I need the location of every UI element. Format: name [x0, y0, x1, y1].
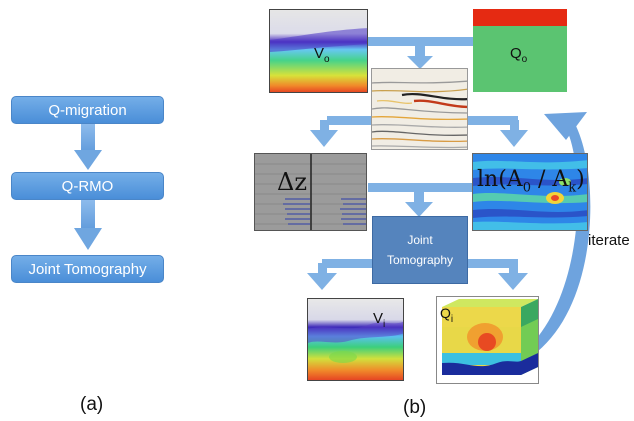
- q0-model-image: [473, 9, 567, 92]
- v0-label-sub: o: [324, 54, 330, 65]
- vi-label: Vi: [373, 310, 385, 330]
- qi-label: Qi: [440, 305, 453, 325]
- ln-ratio-label: ln(A0 / Ak): [477, 167, 585, 195]
- qi-cube-graphic: [442, 299, 538, 375]
- panel-b-label: (b): [403, 397, 427, 418]
- flow-arrow-a1: [74, 124, 102, 170]
- ln-part-pre: ln(A: [477, 167, 523, 192]
- v0-velocity-graphic: [270, 10, 367, 92]
- connector-top: [366, 37, 474, 69]
- ln-sub-k: k: [568, 180, 577, 196]
- vi-label-main: V: [373, 310, 384, 327]
- attenuation-image: [472, 153, 588, 231]
- iterate-arrow: [530, 112, 591, 352]
- ln-part-mid: / A: [530, 167, 569, 192]
- attenuation-graphic: [473, 154, 587, 230]
- delta-z-label: Δz: [277, 168, 307, 196]
- vi-velocity-graphic: [308, 299, 403, 380]
- migrated-seismic-image: [371, 68, 468, 150]
- joint-line-1: Joint: [407, 233, 433, 247]
- panel-a-label: (a): [80, 394, 104, 415]
- qi-model-image: [436, 296, 539, 384]
- v0-label: Vo: [314, 45, 330, 65]
- q0-label: Qo: [510, 45, 527, 65]
- v0-velocity-image: [269, 9, 368, 93]
- step-label: Joint Tomography: [28, 260, 147, 278]
- qi-label-sub: i: [450, 313, 454, 325]
- gathers-graphic: [255, 154, 366, 230]
- v0-label-main: V: [314, 45, 325, 62]
- flow-arrow-a2: [74, 200, 102, 250]
- step-q-migration: Q-migration: [11, 96, 164, 124]
- q0-label-main: Q: [510, 45, 522, 62]
- qi-label-main: Q: [440, 305, 451, 321]
- ln-part-post: ): [576, 167, 585, 192]
- iterate-label: iterate: [588, 232, 630, 249]
- connector-middle: [310, 116, 528, 147]
- connector-joint-in: [368, 183, 473, 217]
- ln-sub-0: 0: [522, 180, 531, 196]
- delta-z-gathers-image: [254, 153, 367, 231]
- vi-velocity-image: [307, 298, 404, 381]
- step-q-rmo: Q-RMO: [11, 172, 164, 200]
- connector-joint-out: [307, 259, 528, 290]
- q0-label-sub: o: [521, 54, 528, 65]
- joint-line-2: Tomography: [386, 253, 454, 267]
- step-label: Q-migration: [48, 101, 127, 119]
- vi-label-sub: i: [383, 319, 386, 330]
- seismic-graphic: [372, 80, 467, 149]
- step-joint-tomography: Joint Tomography: [11, 255, 164, 283]
- joint-tomography-box: Joint Tomography: [372, 216, 468, 284]
- step-label: Q-RMO: [61, 177, 114, 195]
